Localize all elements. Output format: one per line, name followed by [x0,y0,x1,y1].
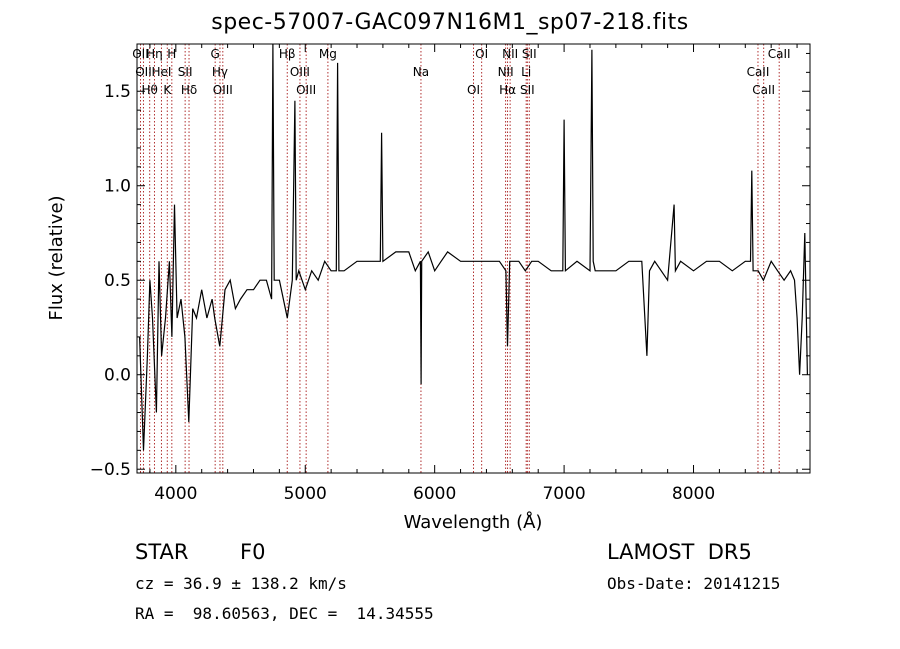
spectral-line-label: H [167,47,176,61]
spectral-line-label: SII [520,83,535,97]
spectral-line-label: Li [521,65,531,79]
spectral-line-label: Na [413,65,429,79]
spectral-line-label: CaII [768,47,791,61]
object-subclass: F0 [240,540,266,564]
x-tick-label: 8000 [672,484,715,504]
spectral-line-label: NII [498,65,514,79]
y-tick-label: 0.5 [104,271,131,291]
spectral-line-label: Mg [319,47,337,61]
spectral-line-label: Hη [146,47,163,61]
spectral-line-label: CaII [752,83,775,97]
spectral-line-label: Hδ [181,83,197,97]
y-tick-label: 1.0 [104,177,131,197]
line-markers [139,44,780,473]
spectral-line-label: Hβ [279,47,296,61]
spectral-line-label: OII [135,65,152,79]
survey-name: LAMOST DR5 [607,540,752,564]
object-class: STAR [135,540,189,564]
spectral-line-label: OIII [290,65,310,79]
spectral-line-label: OI [467,83,480,97]
spectral-line-label: Hθ [141,83,157,97]
y-tick-label: 0.0 [104,366,131,386]
x-tick-label: 4000 [154,484,197,504]
spectral-line-label: Hγ [212,65,228,79]
x-axis: 4000 5000 6000 7000 8000 [149,44,798,504]
spectral-line-label: NII [502,47,518,61]
x-tick-label: 6000 [413,484,456,504]
plot-frame [136,43,811,474]
y-axis-label: Flux (relative) [46,195,67,320]
spectral-line-label: K [163,83,172,97]
y-tick-label: 1.5 [104,82,131,102]
spectral-line-label: SII [522,47,537,61]
spectral-line-label: CaII [747,65,770,79]
redshift-readout: cz = 36.9 ± 138.2 km/s [135,574,347,593]
spectral-line-label: SII [178,65,193,79]
spectrum-line [139,43,808,451]
obs-date: Obs-Date: 20141215 [607,574,781,593]
chart-title: spec-57007-GAC097N16M1_sp07-218.fits [211,10,689,35]
x-tick-label: 5000 [284,484,327,504]
x-axis-label: Wavelength (Å) [404,511,543,533]
coordinates: RA = 98.60563, DEC = 14.34555 [135,604,434,623]
spectral-line-label: OII [132,47,149,61]
y-axis: −0.5 0.0 0.5 1.0 1.5 [90,52,810,480]
y-tick-label: −0.5 [90,460,131,480]
spectral-line-label: OIII [213,83,233,97]
x-tick-label: 7000 [542,484,585,504]
line-labels: OIIOIIHθHηHeIKHSIIHδGHγOIIIHβOIIIOIIIMgN… [132,47,790,97]
spectral-line-label: G [211,47,220,61]
spectral-line-label: Hα [499,83,516,97]
spectral-line-label: HeI [151,65,171,79]
spectral-line-label: OI [475,47,488,61]
spectral-line-label: OIII [296,83,316,97]
